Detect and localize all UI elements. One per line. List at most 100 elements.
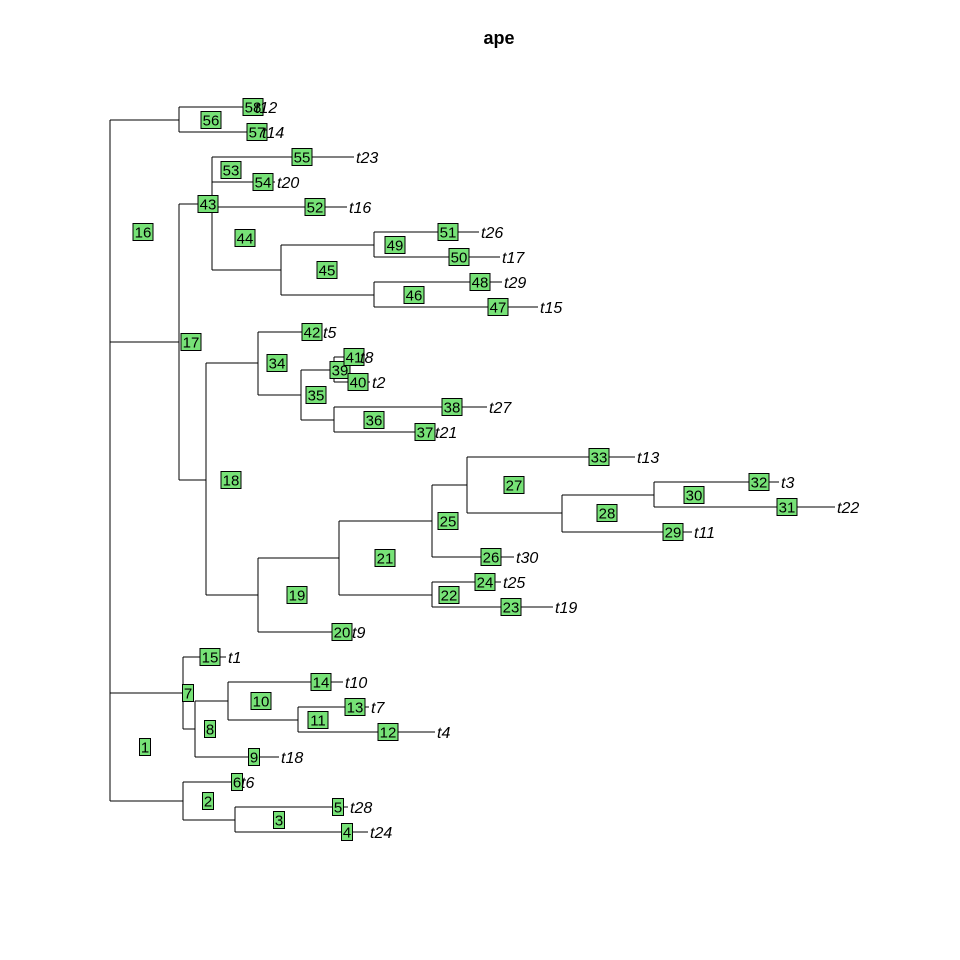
node-box [469, 273, 491, 291]
node-number: 49 [387, 238, 404, 255]
node-box [291, 148, 313, 166]
node-label-8: 8 [204, 720, 216, 739]
node-box [344, 698, 366, 716]
node-label-43: 43 [197, 195, 219, 214]
node-box [474, 573, 496, 591]
node-label-27: 27 [503, 476, 525, 495]
tip-label-t28: t28 [350, 800, 372, 817]
node-box [234, 229, 256, 247]
node-number: 17 [183, 335, 200, 352]
node-label-44: 44 [234, 229, 256, 248]
node-box [202, 792, 214, 810]
node-label-15: 15 [199, 648, 221, 667]
node-box [180, 333, 202, 351]
node-label-17: 17 [180, 333, 202, 352]
tip-label-t23: t23 [356, 150, 378, 167]
node-number: 41 [346, 350, 363, 367]
node-box [776, 498, 798, 516]
node-box [363, 411, 385, 429]
tip-label-t19: t19 [555, 600, 577, 617]
node-box [273, 811, 285, 829]
node-box [343, 348, 365, 366]
node-box [437, 223, 459, 241]
node-label-34: 34 [266, 354, 288, 373]
node-box [252, 173, 274, 191]
node-number: 58 [245, 100, 262, 117]
node-label-16: 16 [132, 223, 154, 242]
node-number: 44 [237, 231, 254, 248]
node-box [182, 684, 194, 702]
node-label-46: 46 [403, 286, 425, 305]
node-number: 24 [477, 575, 494, 592]
tip-label-t3: t3 [781, 475, 794, 492]
node-label-30: 30 [683, 486, 705, 505]
node-box [596, 504, 618, 522]
node-number: 23 [503, 600, 520, 617]
node-label-36: 36 [363, 411, 385, 430]
tree-edges [109, 106, 835, 833]
tip-label-t9: t9 [352, 625, 365, 642]
tip-label-t5: t5 [323, 325, 336, 342]
node-label-14: 14 [310, 673, 332, 692]
node-number: 33 [591, 450, 608, 467]
node-label-56: 56 [200, 111, 222, 130]
node-label-53: 53 [220, 161, 242, 180]
node-box [200, 111, 222, 129]
node-label-18: 18 [220, 471, 242, 490]
tip-label-t7: t7 [371, 700, 385, 717]
tip-label-t1: t1 [228, 650, 241, 667]
node-box [197, 195, 219, 213]
node-number: 31 [779, 500, 796, 517]
tip-label-t16: t16 [349, 200, 371, 217]
tip-label-t12: t12 [255, 100, 277, 117]
node-label-35: 35 [305, 386, 327, 405]
node-number: 28 [599, 506, 616, 523]
node-box [310, 673, 332, 691]
node-number: 15 [202, 650, 219, 667]
node-number: 30 [686, 488, 703, 505]
node-box [231, 773, 243, 791]
node-box [441, 398, 463, 416]
node-label-1: 1 [139, 738, 151, 757]
node-number: 39 [332, 363, 349, 380]
node-number: 50 [451, 250, 468, 267]
node-box [246, 123, 268, 141]
tree-nodes: 1165658571743535554445245495150464847183… [132, 98, 798, 842]
tip-label-t13: t13 [637, 450, 659, 467]
node-number: 36 [366, 413, 383, 430]
node-box [139, 738, 151, 756]
node-label-29: 29 [662, 523, 684, 542]
node-box [480, 548, 502, 566]
node-number: 11 [310, 713, 326, 730]
node-box [588, 448, 610, 466]
node-label-21: 21 [374, 549, 396, 568]
node-number: 1 [141, 740, 149, 757]
node-label-28: 28 [596, 504, 618, 523]
node-label-10: 10 [250, 692, 272, 711]
node-box [305, 386, 327, 404]
node-box [438, 586, 460, 604]
node-number: 38 [444, 400, 461, 417]
tip-label-t30: t30 [516, 550, 538, 567]
node-label-37: 37 [414, 423, 436, 442]
node-label-42: 42 [301, 323, 323, 342]
tip-label-t14: t14 [262, 125, 284, 142]
node-box [316, 261, 338, 279]
node-number: 51 [440, 225, 457, 242]
node-label-31: 31 [776, 498, 798, 517]
node-number: 52 [307, 200, 324, 217]
tip-label-t17: t17 [502, 250, 525, 267]
node-number: 8 [206, 722, 214, 739]
node-number: 19 [289, 588, 306, 605]
node-box [347, 373, 369, 391]
node-number: 43 [200, 197, 217, 214]
node-number: 6 [233, 775, 241, 792]
node-label-40: 40 [347, 373, 369, 392]
tip-label-t6: t6 [241, 775, 254, 792]
node-box [748, 473, 770, 491]
node-label-33: 33 [588, 448, 610, 467]
node-box [500, 598, 522, 616]
node-number: 34 [269, 356, 286, 373]
node-label-50: 50 [448, 248, 470, 267]
